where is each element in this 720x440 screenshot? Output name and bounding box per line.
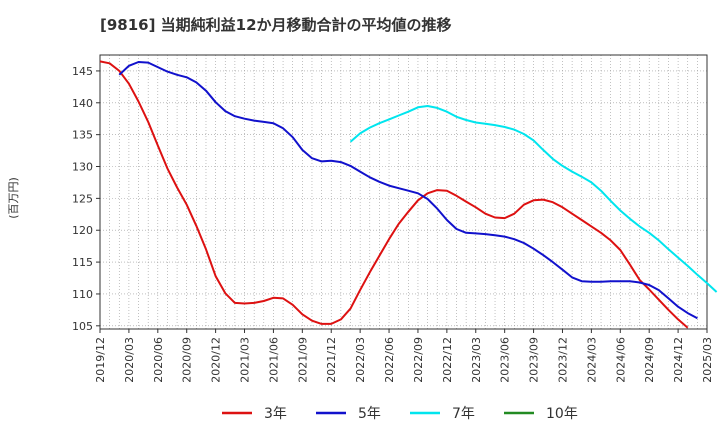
x-tick-label: 2023/09 — [528, 337, 541, 383]
x-tick-label: 2020/03 — [123, 337, 136, 383]
grid — [100, 55, 707, 329]
series-line-1 — [99, 60, 689, 329]
y-tick-label: 120 — [72, 224, 93, 237]
x-tick-label: 2022/12 — [441, 337, 454, 383]
x-tick-label: 2020/12 — [210, 337, 223, 383]
series-lines — [99, 60, 718, 329]
series-line-3 — [349, 105, 718, 293]
chart-title: [9816] 当期純利益12か月移動合計の平均値の推移 — [100, 16, 452, 34]
y-tick-label: 145 — [72, 65, 93, 78]
x-tick-label: 2024/12 — [672, 337, 685, 383]
y-axis: 105 110 115 120 125 130 135 140 145 — [72, 65, 100, 333]
x-tick-label: 2022/06 — [383, 337, 396, 383]
x-tick-label: 2021/09 — [296, 337, 309, 383]
legend-label-2: 5年 — [358, 406, 381, 422]
x-tick-label: 2019/12 — [94, 337, 107, 383]
x-tick-label: 2022/03 — [354, 337, 367, 383]
x-axis: 2019/12 2020/03 2020/06 2020/09 2020/12 2021/… — [94, 329, 714, 383]
x-tick-label: 2024/06 — [614, 337, 627, 383]
y-tick-label: 110 — [72, 288, 93, 301]
plot-area — [99, 54, 708, 330]
y-tick-label: 140 — [72, 97, 93, 110]
x-tick-label: 2022/09 — [412, 337, 425, 383]
series-line-2 — [118, 61, 698, 320]
legend-label-3: 7年 — [452, 406, 475, 422]
y-tick-label: 135 — [72, 129, 93, 142]
x-tick-label: 2023/06 — [499, 337, 512, 383]
x-tick-label: 2023/03 — [470, 337, 483, 383]
legend: 3年 5年 7年 10年 — [222, 406, 578, 422]
legend-label-4: 10年 — [546, 406, 578, 422]
x-tick-label: 2020/09 — [181, 337, 194, 383]
x-tick-label: 2021/03 — [239, 337, 252, 383]
y-tick-label: 105 — [72, 320, 93, 333]
y-tick-label: 130 — [72, 161, 93, 174]
x-tick-label: 2023/12 — [556, 337, 569, 383]
legend-label-1: 3年 — [264, 406, 287, 422]
x-tick-label: 2021/12 — [325, 337, 338, 383]
y-axis-label: (百万円) — [7, 177, 20, 219]
x-tick-label: 2021/06 — [267, 337, 280, 383]
x-tick-label: 2020/06 — [152, 337, 165, 383]
y-tick-label: 115 — [72, 256, 93, 269]
y-tick-label: 125 — [72, 192, 93, 205]
x-tick-label: 2025/03 — [701, 337, 714, 383]
x-tick-label: 2024/09 — [643, 337, 656, 383]
x-tick-label: 2024/03 — [585, 337, 598, 383]
